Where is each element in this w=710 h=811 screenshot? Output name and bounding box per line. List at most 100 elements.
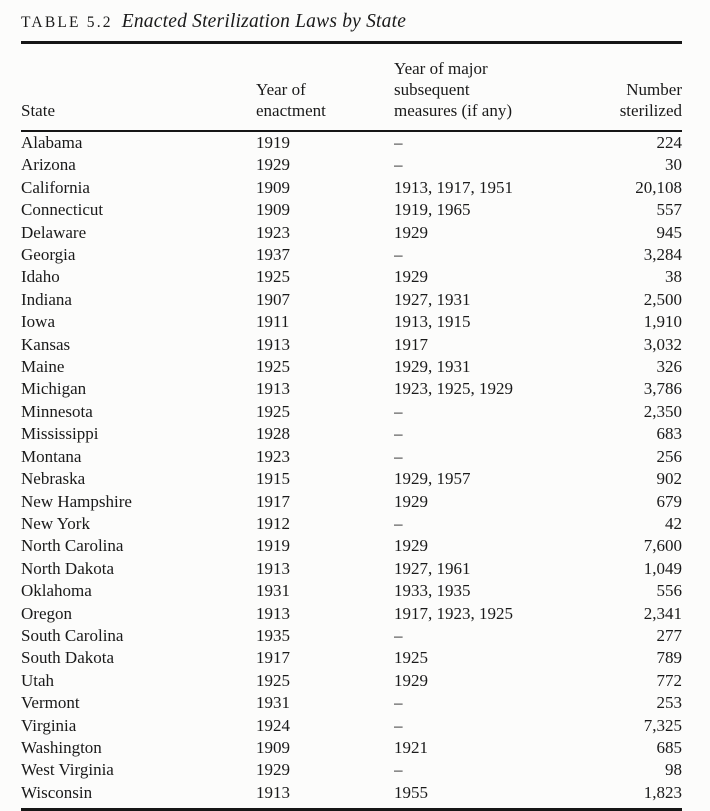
- cell-subsequent-measures: –: [394, 715, 403, 735]
- cell-subsequent-measures: 1929: [394, 222, 428, 242]
- table-title: Enacted Sterilization Laws by State: [121, 11, 407, 32]
- table-row: Nebraska 1915 1929, 1957 902: [21, 468, 682, 490]
- cell-subsequent-measures: –: [394, 245, 403, 265]
- cell-subsequent-measures: 1929, 1957: [394, 469, 471, 489]
- header-subsequent-measures: Year of major subsequent measures (if an…: [394, 42, 590, 132]
- cell-number-sterilized: 1,910: [643, 312, 682, 332]
- cell-number-sterilized: 98: [665, 760, 682, 780]
- cell-year-of-enactment: 1937: [256, 245, 290, 265]
- cell-year-of-enactment: 1907: [256, 289, 290, 309]
- cell-state: California: [21, 177, 90, 197]
- cell-state: Maine: [21, 357, 65, 377]
- cell-subsequent-measures: 1929: [394, 670, 428, 690]
- table-caption: TABLE 5.2 Enacted Sterilization Laws by S…: [21, 0, 682, 41]
- cell-year-of-enactment: 1917: [256, 491, 290, 511]
- cell-state: Nebraska: [21, 469, 86, 489]
- cell-number-sterilized: 326: [656, 357, 683, 377]
- cell-number-sterilized: 945: [656, 222, 683, 242]
- cell-state: West Virginia: [21, 760, 114, 780]
- cell-subsequent-measures: 1925: [394, 648, 428, 668]
- cell-state: Iowa: [21, 312, 55, 332]
- cell-year-of-enactment: 1913: [256, 334, 290, 354]
- cell-number-sterilized: 1,049: [643, 558, 682, 578]
- cell-number-sterilized: 772: [656, 670, 683, 690]
- table-row: Utah 1925 1929 772: [21, 670, 682, 692]
- cell-year-of-enactment: 1929: [256, 760, 290, 780]
- cell-subsequent-measures: 1929: [394, 267, 428, 287]
- cell-number-sterilized: 557: [656, 200, 683, 220]
- table-row: Oklahoma 1931 1933, 1935 556: [21, 580, 682, 602]
- cell-year-of-enactment: 1925: [256, 670, 290, 690]
- header-row: State Year of enactment Year of major su…: [21, 42, 682, 132]
- cell-state: Mississippi: [21, 424, 99, 444]
- cell-year-of-enactment: 1925: [256, 267, 290, 287]
- cell-state: Georgia: [21, 245, 76, 265]
- cell-subsequent-measures: –: [394, 446, 403, 466]
- cell-year-of-enactment: 1913: [256, 558, 290, 578]
- cell-year-of-enactment: 1928: [256, 424, 290, 444]
- cell-year-of-enactment: 1913: [256, 603, 290, 623]
- cell-subsequent-measures: 1929: [394, 491, 428, 511]
- cell-state: Arizona: [21, 155, 76, 175]
- table-row: Washington 1909 1921 685: [21, 737, 682, 759]
- cell-year-of-enactment: 1929: [256, 155, 290, 175]
- cell-subsequent-measures: 1921: [394, 737, 428, 757]
- cell-year-of-enactment: 1923: [256, 446, 290, 466]
- table-row: California 1909 1913, 1917, 1951 20,108: [21, 177, 682, 199]
- cell-number-sterilized: 1,823: [643, 782, 682, 802]
- cell-state: Montana: [21, 446, 82, 466]
- cell-subsequent-measures: –: [394, 133, 403, 152]
- cell-number-sterilized: 7,600: [643, 536, 682, 556]
- table-row: Vermont 1931 – 253: [21, 692, 682, 714]
- table-row: Maine 1925 1929, 1931 326: [21, 356, 682, 378]
- cell-subsequent-measures: –: [394, 424, 403, 444]
- cell-subsequent-measures: –: [394, 401, 403, 421]
- cell-subsequent-measures: 1917, 1923, 1925: [394, 603, 513, 623]
- cell-state: Alabama: [21, 133, 83, 152]
- cell-year-of-enactment: 1912: [256, 513, 290, 533]
- cell-number-sterilized: 902: [656, 469, 683, 489]
- cell-number-sterilized: 256: [656, 446, 683, 466]
- cell-year-of-enactment: 1909: [256, 177, 290, 197]
- cell-state: Oregon: [21, 603, 72, 623]
- cell-state: South Carolina: [21, 625, 124, 645]
- cell-subsequent-measures: 1919, 1965: [394, 200, 471, 220]
- table-row: Michigan 1913 1923, 1925, 1929 3,786: [21, 378, 682, 400]
- cell-state: Washington: [21, 737, 102, 757]
- cell-number-sterilized: 224: [656, 133, 683, 152]
- sterilization-laws-table: State Year of enactment Year of major su…: [21, 41, 682, 811]
- table-row: Idaho 1925 1929 38: [21, 266, 682, 288]
- cell-subsequent-measures: 1929, 1931: [394, 357, 471, 377]
- cell-subsequent-measures: 1917: [394, 334, 428, 354]
- cell-state: Utah: [21, 670, 55, 690]
- table-row: New Hampshire 1917 1929 679: [21, 491, 682, 513]
- cell-state: Kansas: [21, 334, 71, 354]
- cell-number-sterilized: 7,325: [643, 715, 682, 735]
- cell-state: Delaware: [21, 222, 87, 242]
- cell-number-sterilized: 556: [656, 581, 683, 601]
- cell-number-sterilized: 685: [656, 737, 683, 757]
- cell-subsequent-measures: 1913, 1917, 1951: [394, 177, 513, 197]
- cell-state: South Dakota: [21, 648, 115, 668]
- cell-number-sterilized: 38: [665, 267, 682, 287]
- table-row: Minnesota 1925 – 2,350: [21, 401, 682, 423]
- cell-year-of-enactment: 1913: [256, 379, 290, 399]
- cell-year-of-enactment: 1917: [256, 648, 290, 668]
- table-row: West Virginia 1929 – 98: [21, 759, 682, 781]
- cell-number-sterilized: 683: [656, 424, 683, 444]
- cell-year-of-enactment: 1919: [256, 133, 290, 152]
- cell-number-sterilized: 2,341: [643, 603, 682, 623]
- book-page: TABLE 5.2 Enacted Sterilization Laws by S…: [21, 0, 682, 811]
- cell-number-sterilized: 3,284: [643, 245, 682, 265]
- cell-number-sterilized: 30: [665, 155, 682, 175]
- cell-state: Minnesota: [21, 401, 93, 421]
- cell-subsequent-measures: 1933, 1935: [394, 581, 471, 601]
- cell-subsequent-measures: –: [394, 760, 403, 780]
- table-row: Mississippi 1928 – 683: [21, 423, 682, 445]
- cell-year-of-enactment: 1913: [256, 782, 290, 802]
- cell-state: North Carolina: [21, 536, 124, 556]
- cell-state: Wisconsin: [21, 782, 93, 802]
- cell-number-sterilized: 42: [665, 513, 682, 533]
- table-row: South Dakota 1917 1925 789: [21, 647, 682, 669]
- table-row: Virginia 1924 – 7,325: [21, 715, 682, 737]
